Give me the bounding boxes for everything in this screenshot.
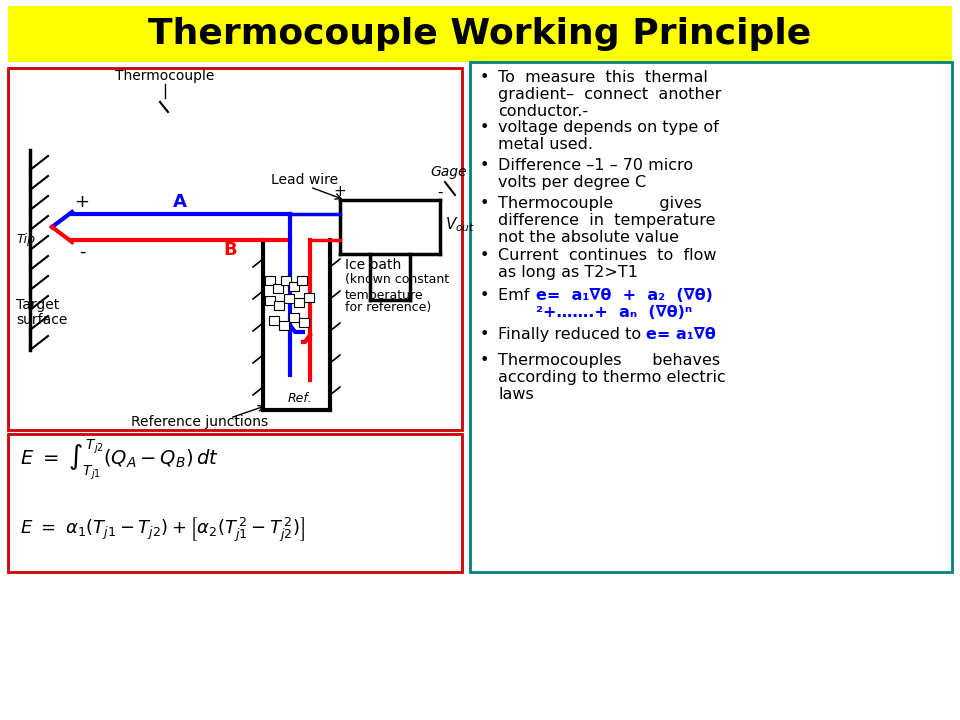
Text: e=  a₁∇θ  +  a₂  (∇θ): e= a₁∇θ + a₂ (∇θ) — [536, 288, 713, 303]
Bar — [297, 276, 307, 285]
Text: Ice bath: Ice bath — [345, 258, 401, 272]
Text: temperature: temperature — [345, 289, 423, 302]
Text: laws: laws — [498, 387, 534, 402]
Text: for reference): for reference) — [345, 302, 431, 315]
Bar — [294, 298, 304, 307]
Text: Current  continues  to  flow: Current continues to flow — [498, 248, 716, 263]
Text: e= a₁∇θ: e= a₁∇θ — [646, 327, 716, 342]
Bar — [279, 321, 289, 330]
Text: •: • — [480, 327, 490, 342]
Bar — [8, 68, 462, 430]
Text: Finally reduced to: Finally reduced to — [498, 327, 646, 342]
Bar — [273, 284, 283, 293]
Bar — [281, 276, 291, 285]
Bar — [299, 318, 309, 327]
Text: Thermocouples      behaves: Thermocouples behaves — [498, 353, 720, 368]
Text: voltage depends on type of: voltage depends on type of — [498, 120, 719, 135]
Text: conductor.-: conductor.- — [498, 104, 588, 119]
Text: B: B — [223, 241, 237, 259]
Text: •: • — [480, 353, 490, 368]
Text: $V_{out}$: $V_{out}$ — [445, 216, 475, 234]
Text: Target: Target — [16, 298, 60, 312]
Text: not the absolute value: not the absolute value — [498, 230, 679, 245]
Text: Tip: Tip — [16, 233, 35, 246]
Text: •: • — [480, 288, 490, 303]
Text: Emf: Emf — [498, 288, 535, 303]
Text: difference  in  temperature: difference in temperature — [498, 213, 715, 228]
Text: ²+…….+  aₙ  (∇θ)ⁿ: ²+…….+ aₙ (∇θ)ⁿ — [536, 305, 692, 320]
Text: -: - — [437, 184, 443, 199]
Text: Ref.: Ref. — [288, 392, 312, 405]
Text: Difference –1 – 70 micro: Difference –1 – 70 micro — [498, 158, 693, 173]
Text: -: - — [79, 243, 85, 261]
Text: To  measure  this  thermal: To measure this thermal — [498, 70, 708, 85]
Text: •: • — [480, 70, 490, 85]
Bar — [289, 313, 299, 322]
Text: metal used.: metal used. — [498, 137, 593, 152]
Text: according to thermo electric: according to thermo electric — [498, 370, 726, 385]
Text: gradient–  connect  another: gradient– connect another — [498, 87, 721, 102]
Text: A: A — [173, 193, 187, 211]
Text: •: • — [480, 248, 490, 263]
Text: Thermocouple Working Principle: Thermocouple Working Principle — [149, 17, 811, 51]
Bar — [304, 293, 314, 302]
Text: Thermocouple         gives: Thermocouple gives — [498, 196, 702, 211]
Text: (known constant: (known constant — [345, 274, 449, 287]
Text: Thermocouple: Thermocouple — [115, 69, 215, 83]
Text: +: + — [334, 184, 347, 199]
Bar — [8, 6, 952, 62]
Text: Gage: Gage — [430, 165, 467, 179]
Text: •: • — [480, 120, 490, 135]
Bar — [289, 282, 299, 291]
Bar — [265, 296, 275, 305]
Text: Reference junctions: Reference junctions — [132, 415, 269, 429]
Text: $E\ =\ \int_{T_{j1}}^{T_{j2}}(Q_A - Q_B)\,dt$: $E\ =\ \int_{T_{j1}}^{T_{j2}}(Q_A - Q_B)… — [20, 438, 219, 482]
Text: •: • — [480, 196, 490, 211]
Text: •: • — [480, 158, 490, 173]
Text: +: + — [75, 193, 89, 211]
Bar — [8, 434, 462, 572]
Text: surface: surface — [16, 313, 67, 327]
Bar — [470, 62, 952, 572]
Bar — [265, 276, 275, 285]
Text: $E\ =\ \alpha_1(T_{j1} - T_{j2}) + \left[\alpha_2(T_{j1}^{\,2} - T_{j2}^{\,2})\r: $E\ =\ \alpha_1(T_{j1} - T_{j2}) + \left… — [20, 516, 305, 544]
Bar — [274, 301, 284, 310]
Text: as long as T2>T1: as long as T2>T1 — [498, 265, 638, 280]
Text: Lead wire: Lead wire — [272, 173, 339, 187]
Bar — [269, 316, 279, 325]
Bar — [284, 294, 294, 303]
Text: volts per degree C: volts per degree C — [498, 175, 646, 190]
